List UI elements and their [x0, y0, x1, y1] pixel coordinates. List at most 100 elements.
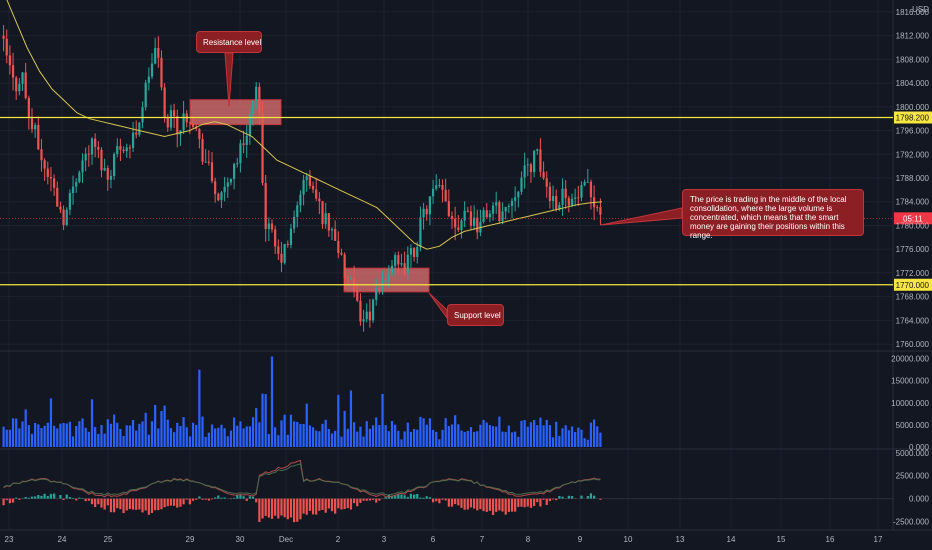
- volume-bar: [321, 423, 324, 447]
- volume-bar: [255, 408, 258, 447]
- macd-tick-label: 0.000: [909, 495, 930, 504]
- volume-bar: [368, 428, 371, 447]
- candle-body: [198, 128, 201, 140]
- macd-histogram-bar: [397, 494, 400, 499]
- volume-bar: [536, 425, 539, 447]
- macd-histogram-bar: [457, 498, 460, 506]
- volume-bar: [128, 425, 131, 447]
- macd-histogram-bar: [321, 498, 324, 510]
- volume-bar: [593, 419, 596, 447]
- volume-bar: [173, 432, 176, 447]
- candle-body: [94, 138, 97, 147]
- volume-bar: [551, 437, 555, 447]
- macd-histogram-bar: [166, 498, 169, 507]
- macd-histogram-bar: [223, 497, 226, 499]
- macd-histogram-bar: [188, 498, 191, 505]
- candle-body: [469, 211, 473, 226]
- candle-body: [233, 163, 236, 179]
- volume-bar: [340, 436, 343, 447]
- candle-body: [258, 86, 261, 113]
- candle-body: [457, 227, 460, 230]
- volume-bar: [334, 430, 337, 447]
- candle-body: [431, 188, 435, 197]
- volume-bar: [302, 423, 305, 447]
- macd-histogram-bar: [425, 496, 428, 499]
- volume-bar: [277, 435, 280, 447]
- volume-bar: [564, 425, 567, 447]
- macd-histogram-bar: [135, 498, 138, 510]
- macd-histogram-bar: [65, 494, 68, 499]
- volume-bar: [179, 426, 182, 447]
- candle-body: [397, 255, 400, 265]
- volume-bar: [305, 403, 308, 447]
- candle-body: [599, 207, 602, 215]
- volume-bar: [510, 432, 514, 447]
- volume-bar: [226, 436, 229, 447]
- candle-body: [545, 178, 548, 187]
- x-tick-label: 29: [186, 535, 195, 544]
- macd-histogram-bar: [229, 498, 233, 500]
- candle-body: [84, 153, 87, 161]
- macd-histogram-bar: [176, 498, 179, 508]
- volume-bar: [422, 418, 425, 447]
- candle-body: [501, 211, 504, 222]
- volume-bar: [251, 417, 255, 447]
- macd-histogram-bar: [37, 495, 40, 499]
- candle-body: [510, 200, 514, 206]
- candle-body: [169, 110, 173, 128]
- candle-body: [384, 280, 387, 282]
- volume-bar: [463, 431, 466, 447]
- candle-body: [261, 112, 264, 184]
- volume-bar: [185, 427, 188, 447]
- x-tick-label: 16: [826, 535, 835, 544]
- candle-body: [349, 278, 353, 280]
- candle-body: [103, 168, 106, 171]
- candle-body: [81, 160, 84, 173]
- volume-bar: [428, 418, 431, 447]
- candle-body: [460, 220, 463, 230]
- macd-histogram-bar: [337, 498, 340, 509]
- volume-bar: [289, 414, 293, 447]
- macd-histogram-bar: [94, 498, 97, 508]
- macd-histogram-bar: [526, 498, 529, 507]
- volume-bar: [337, 394, 340, 447]
- macd-histogram-bar: [454, 498, 457, 505]
- macd-histogram-bar: [482, 498, 485, 512]
- macd-histogram-bar: [214, 497, 217, 499]
- current-price-label: 05:11: [903, 214, 923, 223]
- macd-histogram-bar: [520, 498, 523, 507]
- volume-bar: [330, 433, 334, 447]
- x-tick-label: 3: [382, 535, 387, 544]
- macd-histogram-bar: [589, 493, 593, 499]
- volume-bar: [56, 428, 59, 447]
- volume-bar: [577, 427, 580, 447]
- macd-histogram-bar: [46, 496, 49, 499]
- macd-histogram-bar: [533, 498, 536, 507]
- macd-histogram-bar: [2, 498, 5, 506]
- x-tick-label: 6: [431, 535, 436, 544]
- level-label: 1770.000: [896, 281, 930, 290]
- candle-body: [100, 149, 103, 171]
- volume-bar: [125, 425, 128, 447]
- candle-body: [564, 188, 567, 199]
- price-tick-label: 1812.000: [896, 32, 930, 41]
- volume-bar: [299, 424, 302, 447]
- volume-bar: [308, 425, 311, 447]
- volume-bar: [90, 399, 94, 447]
- candle-body: [116, 146, 119, 155]
- macd-histogram-bar: [182, 498, 185, 505]
- macd-histogram-bar: [87, 498, 90, 501]
- candle-body: [394, 255, 397, 266]
- macd-histogram-bar: [368, 498, 371, 501]
- volume-bar: [384, 425, 387, 447]
- candle-body: [125, 147, 128, 152]
- macd-histogram-bar: [384, 497, 387, 499]
- macd-histogram-bar: [476, 498, 479, 511]
- candle-body: [324, 213, 327, 225]
- level-tag: [894, 278, 932, 291]
- candle-body: [296, 205, 299, 217]
- candle-body: [371, 299, 375, 321]
- candle-body: [356, 290, 359, 301]
- candle-body: [555, 195, 558, 210]
- volume-bar: [258, 422, 261, 447]
